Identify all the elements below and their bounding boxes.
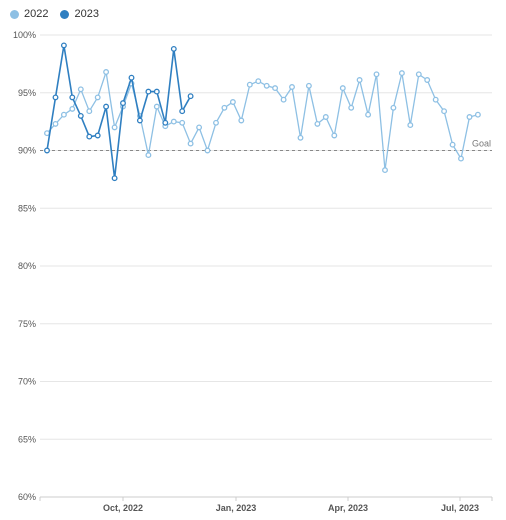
data-point-2023 — [170, 45, 177, 52]
data-point-2022 — [474, 111, 481, 118]
data-point-2022 — [382, 167, 388, 174]
data-point-2022 — [449, 141, 456, 148]
y-tick-label: 100% — [13, 30, 36, 40]
data-point-2022 — [204, 147, 211, 154]
data-point-2023 — [179, 108, 186, 115]
data-point-2022 — [229, 99, 236, 105]
goal-label: Goal — [472, 139, 491, 149]
data-point-2022 — [314, 120, 321, 127]
data-point-2023 — [69, 94, 76, 101]
data-point-2022 — [213, 119, 219, 126]
data-point-2022 — [348, 104, 355, 111]
data-point-2023 — [120, 100, 126, 107]
legend-2022-label: 2022 — [24, 8, 49, 20]
data-point-2022 — [272, 85, 279, 92]
data-point-2023 — [86, 133, 93, 140]
data-point-2022 — [69, 105, 76, 112]
legend-2023-label: 2023 — [74, 8, 99, 20]
x-tick-label: Jul, 2023 — [441, 503, 479, 513]
data-point-2022 — [407, 122, 414, 129]
y-tick-label: 60% — [18, 492, 36, 502]
data-point-2022 — [111, 124, 118, 131]
data-point-2022 — [153, 103, 160, 110]
series-2023 — [44, 42, 194, 182]
series-2022 — [44, 69, 481, 174]
x-tick-label: Jan, 2023 — [216, 503, 257, 513]
data-point-2022 — [94, 94, 101, 101]
data-point-2022 — [246, 81, 253, 88]
data-point-2022 — [52, 120, 59, 127]
data-point-2022 — [322, 114, 329, 120]
data-point-2022 — [458, 155, 464, 162]
data-point-2022 — [373, 71, 380, 78]
data-point-2023 — [77, 112, 84, 119]
data-point-2023 — [111, 175, 118, 182]
data-point-2023 — [103, 103, 110, 110]
legend-item-2023[interactable]: 2023 — [60, 8, 99, 20]
y-tick-label: 80% — [18, 261, 36, 271]
data-point-2022 — [424, 77, 431, 83]
data-point-2023 — [153, 88, 160, 95]
data-point-2023 — [162, 119, 169, 126]
x-tick-label: Apr, 2023 — [328, 503, 368, 513]
data-point-2022 — [297, 134, 304, 141]
data-point-2022 — [432, 96, 439, 103]
data-point-2022 — [441, 108, 448, 115]
data-point-2022 — [196, 124, 203, 131]
data-point-2022 — [390, 104, 397, 111]
data-point-2023 — [52, 94, 59, 101]
data-point-2023 — [145, 88, 152, 95]
data-point-2022 — [365, 111, 372, 118]
data-point-2022 — [339, 85, 346, 92]
data-point-2022 — [331, 132, 338, 139]
legend-2022-swatch — [10, 9, 19, 19]
x-tick-label: Oct, 2022 — [103, 503, 143, 513]
data-point-2023 — [136, 117, 143, 124]
data-point-2022 — [170, 118, 177, 125]
data-point-2022 — [255, 78, 262, 85]
data-point-2022 — [60, 111, 67, 118]
data-point-2022 — [263, 82, 270, 89]
legend: 2022 2023 — [10, 8, 99, 20]
series-line-2023 — [46, 45, 192, 179]
y-tick-label: 65% — [18, 434, 36, 444]
data-point-2023 — [60, 42, 67, 49]
data-point-2023 — [128, 74, 135, 81]
y-tick-label: 70% — [18, 377, 36, 387]
data-point-2022 — [86, 108, 93, 115]
data-point-2023 — [94, 132, 101, 139]
data-point-2022 — [221, 104, 228, 111]
data-point-2022 — [77, 86, 84, 93]
data-point-2022 — [145, 152, 152, 159]
y-tick-label: 95% — [18, 88, 36, 98]
y-tick-label: 85% — [18, 203, 36, 213]
data-point-2022 — [305, 82, 312, 89]
data-point-2023 — [187, 93, 194, 100]
data-point-2022 — [238, 117, 245, 124]
data-point-2022 — [289, 84, 295, 90]
y-tick-label: 90% — [18, 146, 36, 156]
data-point-2022 — [103, 69, 110, 75]
data-point-2022 — [187, 140, 194, 147]
data-point-2022 — [44, 130, 50, 137]
data-point-2022 — [280, 96, 287, 103]
legend-item-2022[interactable]: 2022 — [10, 8, 48, 20]
data-point-2022 — [179, 119, 186, 126]
y-tick-label: 75% — [18, 319, 36, 329]
data-point-2022 — [415, 71, 422, 78]
legend-2023-swatch — [60, 9, 70, 19]
data-point-2022 — [356, 77, 363, 83]
data-point-2022 — [466, 114, 473, 120]
data-point-2023 — [44, 147, 50, 154]
data-point-2022 — [398, 70, 405, 77]
series-line-2022 — [46, 71, 479, 171]
